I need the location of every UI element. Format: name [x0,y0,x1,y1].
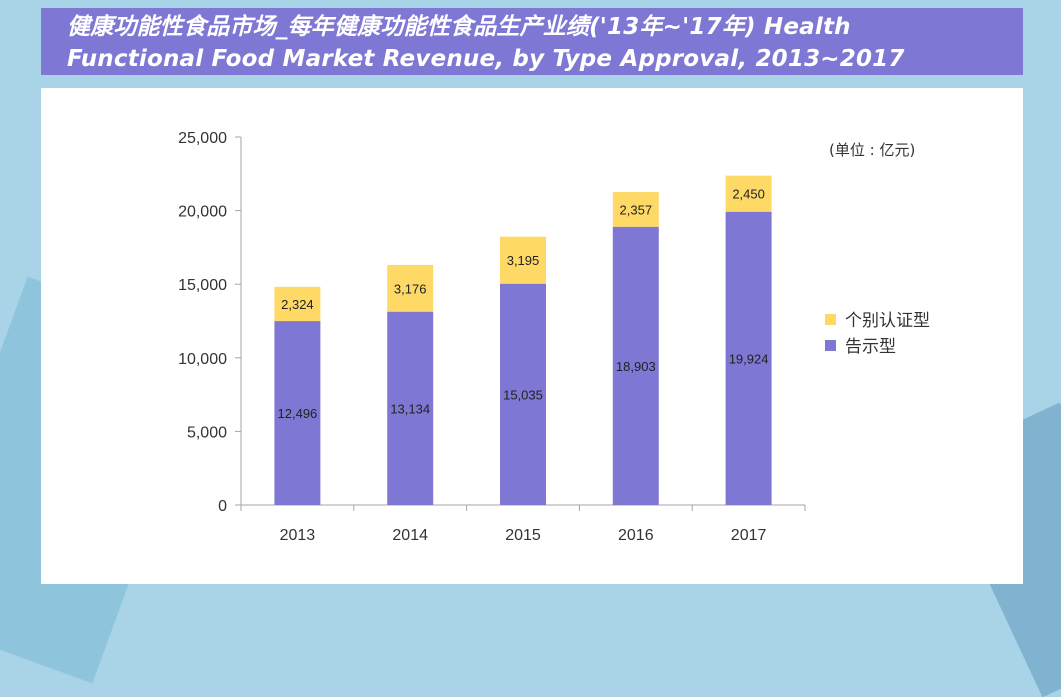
bar-segment [500,283,546,505]
bar-segment [612,192,659,227]
title-bar: 健康功能性食品市场_每年健康功能性食品生产业绩('13年~'17年) Healt… [41,8,1023,75]
legend-label: 个别认证型 [845,311,930,331]
legend-swatch [825,314,836,325]
legend-label: 告示型 [845,337,896,357]
bar-segment [274,321,321,505]
bars: 12,496 2,324 13,134 3,176 15,035 3,195 18,903 2… [274,175,772,505]
data-label: 13,134 [390,401,430,416]
unit-label: (单位 : 亿元) [829,141,915,159]
data-label: 18,903 [616,359,656,374]
data-label: 3,176 [394,281,427,296]
x-tick-label: 2016 [618,527,654,544]
data-label: 12,496 [278,406,318,421]
y-tick-label: 5,000 [187,424,227,441]
data-label: 2,357 [620,202,653,217]
data-label: 2,324 [281,297,314,312]
y-tick-label: 0 [218,498,227,515]
bar-segment [612,226,659,505]
x-axis: 2013 2014 2015 2016 2017 [240,504,806,544]
x-tick-label: 2013 [280,527,316,544]
y-tick-label: 25,000 [178,130,227,147]
y-tick-label: 10,000 [178,351,227,368]
bar-segment [387,311,434,505]
x-tick-label: 2017 [731,527,767,544]
data-label: 15,035 [503,387,543,402]
chart-panel: 0 5,000 10,000 15,000 20,000 25,000 2013 2014 2… [41,88,1023,584]
y-tick-label: 20,000 [178,204,227,221]
bar-segment [274,286,321,322]
x-tick-label: 2015 [505,527,541,544]
data-label: 3,195 [507,253,540,268]
y-tick-label: 15,000 [178,277,227,294]
chart-title: 健康功能性食品市场_每年健康功能性食品生产业绩('13年~'17年) Healt… [67,14,905,72]
y-axis: 0 5,000 10,000 15,000 20,000 25,000 [178,130,242,515]
bar-segment [725,175,772,212]
data-label: 2,450 [732,187,765,202]
x-tick-label: 2014 [392,527,428,544]
bar-segment [725,211,772,505]
bar-segment [500,236,546,284]
legend-swatch [825,340,836,351]
data-label: 19,924 [729,351,769,366]
bar-segment [387,264,434,312]
